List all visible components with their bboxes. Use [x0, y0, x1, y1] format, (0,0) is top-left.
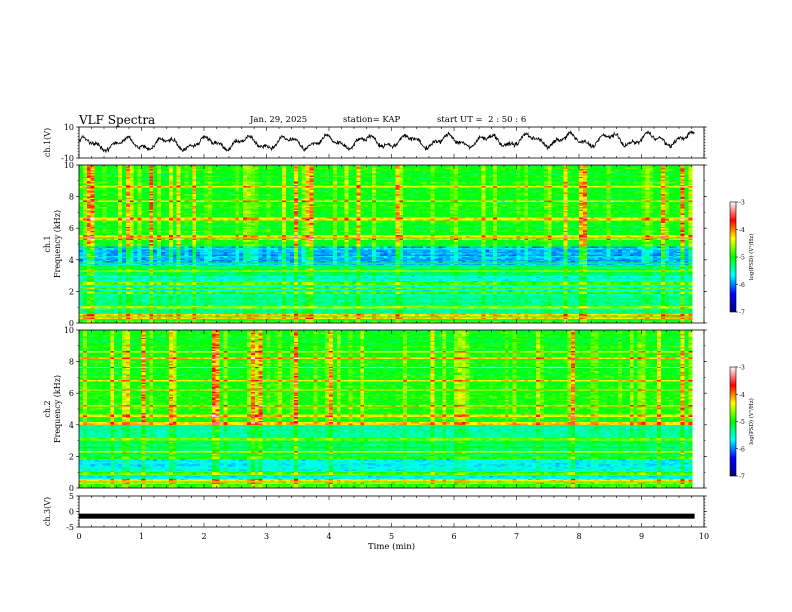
x-axis-label: Time (min)	[368, 541, 415, 552]
colorbar-tick-label: -6	[739, 282, 745, 289]
ch1-waveform	[78, 129, 695, 153]
y-tick-label: 4	[69, 256, 74, 265]
ch3-trace	[79, 513, 695, 519]
x-tick-label: 2	[201, 532, 206, 541]
colorbar-ch2	[729, 366, 737, 477]
colorbar-tick-label: -3	[739, 200, 745, 207]
x-tick-label: 5	[389, 532, 394, 541]
chart-title: VLF Spectra	[79, 113, 156, 127]
y-axis-label: ch.1(V)	[43, 128, 52, 157]
colorbar-label: log(PSD) (V²/Hz)	[748, 234, 755, 281]
x-tick-label: 3	[264, 532, 269, 541]
x-tick-label: 10	[699, 532, 709, 541]
y-axis-label: ch.1	[43, 235, 52, 252]
colorbar-tick-label: -4	[739, 227, 745, 234]
y-tick-label: 8	[69, 358, 74, 367]
y-tick-label: 10	[64, 326, 74, 335]
y-tick-label: 6	[69, 389, 74, 398]
y-tick-label: 10	[64, 123, 74, 132]
start-time-label: start UT = 2 : 50 : 6	[437, 115, 527, 125]
colorbar-tick-label: -7	[739, 474, 745, 481]
y-tick-label: 5	[69, 492, 74, 501]
y-tick-label: 2	[69, 287, 74, 296]
y-tick-label: -5	[66, 523, 74, 532]
x-tick-label: 0	[76, 532, 81, 541]
y-tick-label: 0	[69, 319, 74, 328]
y-tick-label: 8	[69, 193, 74, 202]
station-label: station= KAP	[343, 115, 401, 125]
y-tick-label: 10	[64, 161, 74, 170]
colorbar-tick-label: -4	[739, 392, 745, 399]
date-label: Jan. 29, 2025	[250, 115, 308, 125]
colorbar-tick-label: -7	[739, 310, 745, 317]
x-tick-label: 1	[139, 532, 144, 541]
y-tick-label: 0	[69, 508, 74, 517]
colorbar-tick-label: -5	[739, 419, 745, 426]
colorbar-tick-label: -5	[739, 255, 745, 262]
x-tick-label: 7	[514, 532, 519, 541]
x-tick-label: 4	[326, 532, 331, 541]
y-tick-label: 6	[69, 224, 74, 233]
y-axis-label: ch.3(V)	[43, 497, 52, 526]
x-tick-label: 9	[639, 532, 644, 541]
spectrogram-ch1	[79, 165, 704, 323]
panel-frame	[78, 126, 705, 159]
colorbar-ch1	[729, 201, 737, 313]
colorbar-tick-label: -3	[739, 365, 745, 372]
colorbar-tick-label: -6	[739, 446, 745, 453]
y-axis-label: Frequency (kHz)	[53, 210, 62, 278]
y-tick-label: -10	[61, 154, 74, 163]
x-tick-label: 6	[451, 532, 456, 541]
panel-frame	[78, 495, 705, 528]
x-tick-label: 8	[576, 532, 581, 541]
spectrogram-ch2	[79, 330, 704, 488]
y-tick-label: 0	[69, 484, 74, 493]
y-tick-label: 2	[69, 452, 74, 461]
y-tick-label: 4	[69, 421, 74, 430]
y-axis-label: ch.2	[43, 400, 52, 417]
colorbar-label: log(PSD) (V²/Hz)	[748, 398, 755, 445]
y-axis-label: Frequency (kHz)	[53, 375, 62, 443]
